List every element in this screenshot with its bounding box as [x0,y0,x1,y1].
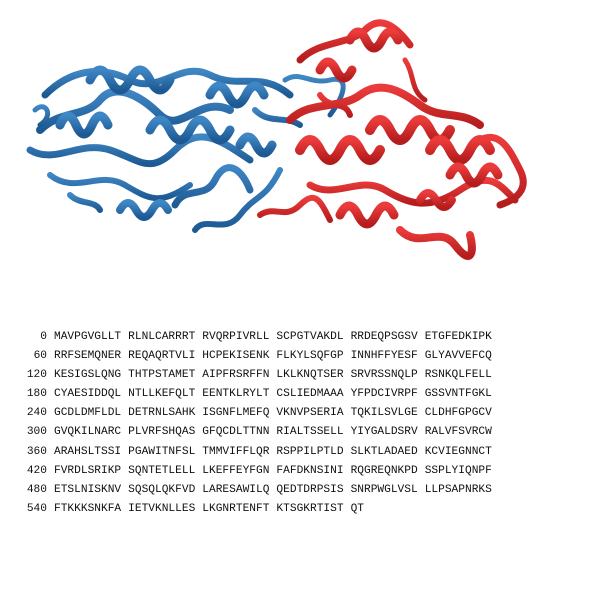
sequence-block: LKGNRTENFT [202,502,270,515]
sequence-block: RSNKQLFELL [424,369,492,382]
sequence-block: PGAWITNFSL [128,445,196,458]
sequence-block: RSPPILPTLD [276,445,344,458]
sequence-block: FVRDLSRIKP [54,464,122,477]
sequence-block: GFQCDLTTNN [202,426,270,439]
sequence-block: CYAESIDDQL [54,388,122,401]
sequence-block: RIALTSSELL [276,426,344,439]
sequence-block: INNHFFYESF [350,350,418,363]
sequence-block: DETRNLSAHK [128,407,196,420]
sequence-block: FAFDKNSINI [276,464,344,477]
sequence-block: RALVFSVRCW [424,426,492,439]
sequence-block: FLKYLSQFGP [276,350,344,363]
sequence-row: 540 FTKKKSNKFA IETVKNLLES LKGNRTENFT KTSGKRT… [14,500,594,519]
sequence-block: THTPSTAMET [128,369,196,382]
sequence-block: SCPGTVAKDL [276,331,344,343]
sequence-block: GSSVNTFGKL [424,388,492,401]
sequence-block: SRVRSSNQLP [350,369,418,382]
sequence-block: LARESAWILQ [202,483,270,496]
sequence-row: 420 FVRDLSRIKP SQNTETLELL LKEFFEYFGN FAFDKNS… [14,462,594,481]
sequence-block: LLPSAPNRKS [424,483,492,496]
sequence-row: 0 MAVPGVGLLT RLNLCARRRT RVQRPIVRLL SCPGTVAKD… [14,328,594,347]
sequence-row-index: 420 [26,464,47,477]
sequence-block: LKEFFEYFGN [202,464,270,477]
sequence-block: PLVRFSHQAS [128,426,196,439]
sequence-block: SLKTLADAED [350,445,418,458]
sequence-row-index: 480 [26,483,47,496]
sequence-block: GVQKILNARC [54,426,122,439]
sequence-block: KCVIEGNNCT [424,445,492,458]
sequence-row-index: 180 [26,388,47,401]
sequence-block: NTLLKEFQLT [128,388,196,401]
sequence-row: 120 KESIGSLQNG THTPSTAMET AIPFRSRFFN LKLKNQT… [14,366,594,385]
sequence-block: TMMVIFFLQR [202,445,270,458]
sequence-block: TQKILSVLGE [350,407,418,420]
sequence-block: KESIGSLQNG [54,369,122,382]
sequence-block: CSLIEDMAAA [276,388,344,401]
sequence-block: YFPDCIVRPF [350,388,418,401]
sequence-block: ETGFEDKIPK [424,331,492,343]
sequence-row: 360 ARAHSLTSSI PGAWITNFSL TMMVIFFLQR RSPPILP… [14,443,594,462]
sequence-row: 480 ETSLNISKNV SQSQLQKFVD LARESAWILQ QEDTDRP… [14,481,594,500]
sequence-row-index: 240 [26,407,47,420]
sequence-block: RVQRPIVRLL [202,331,270,343]
sequence-block: LKLKNQTSER [276,369,344,382]
sequence-row-index: 540 [26,502,47,515]
sequence-block: GCDLDMFLDL [54,407,122,420]
sequence-block: CLDHFGPGCV [424,407,492,420]
sequence-block: RLNLCARRRT [128,331,196,343]
sequence-row: 240 GCDLDMFLDL DETRNLSAHK ISGNFLMEFQ VKNVPSE… [14,404,594,423]
sequence-block: KTSGKRTIST [276,502,344,515]
sequence-block: MAVPGVGLLT [54,331,122,343]
sequence-block: QT [350,502,364,515]
protein-sequence: 0 MAVPGVGLLT RLNLCARRRT RVQRPIVRLL SCPGTVAKD… [14,328,594,519]
sequence-block: YIYGALDSRV [350,426,418,439]
sequence-block: REQAQRTVLI [128,350,196,363]
sequence-block: ISGNFLMEFQ [202,407,270,420]
sequence-block: RQGREQNKPD [350,464,418,477]
sequence-block: ETSLNISKNV [54,483,122,496]
sequence-block: EENTKLRYLT [202,388,270,401]
protein-structure-render [26,19,527,260]
domain-b-ribbons [257,19,527,260]
sequence-row: 60 RRFSEMQNER REQAQRTVLI HCPEKISENK FLKYLSQF… [14,347,594,366]
sequence-row-index: 120 [26,369,47,382]
sequence-block: SQSQLQKFVD [128,483,196,496]
sequence-row: 300 GVQKILNARC PLVRFSHQAS GFQCDLTTNN RIALTSS… [14,423,594,442]
sequence-row-index: 360 [26,445,47,458]
sequence-row-index: 0 [40,331,47,343]
sequence-block: HCPEKISENK [202,350,270,363]
sequence-block: SSPLYIQNPF [424,464,492,477]
sequence-block: RRDEQPSGSV [350,331,418,343]
sequence-block: FTKKKSNKFA [54,502,122,515]
sequence-block: QEDTDRPSIS [276,483,344,496]
sequence-block: AIPFRSRFFN [202,369,270,382]
sequence-block: SNRPWGLVSL [350,483,418,496]
sequence-block: RRFSEMQNER [54,350,122,363]
sequence-row-index: 300 [26,426,47,439]
sequence-block: GLYAVVEFCQ [424,350,492,363]
sequence-block: SQNTETLELL [128,464,196,477]
sequence-row: 180 CYAESIDDQL NTLLKEFQLT EENTKLRYLT CSLIEDM… [14,385,594,404]
sequence-block: VKNVPSERIA [276,407,344,420]
domain-a-ribbons [26,65,346,233]
sequence-row-index: 60 [33,350,47,363]
sequence-block: IETVKNLLES [128,502,196,515]
sequence-block: ARAHSLTSSI [54,445,122,458]
